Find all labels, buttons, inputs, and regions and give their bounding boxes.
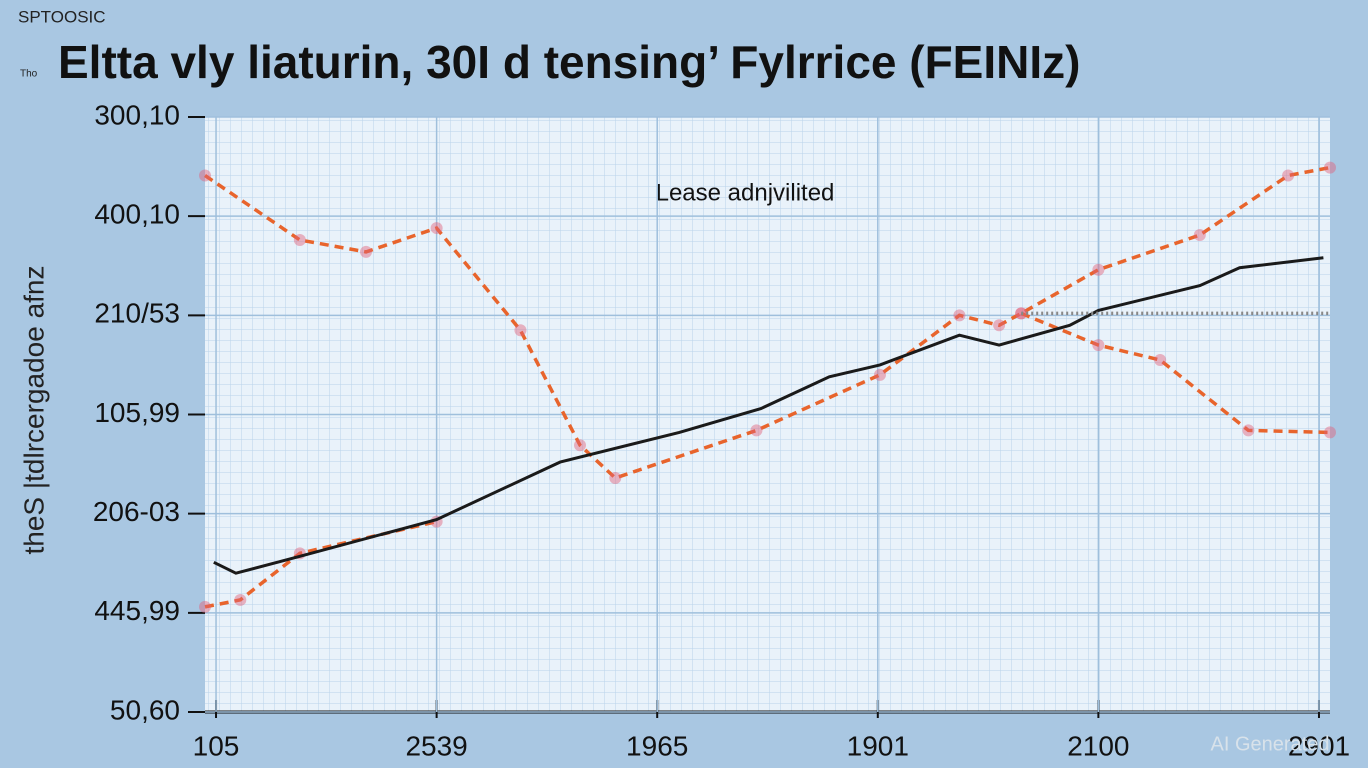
point-marker [430, 222, 443, 235]
point-marker [993, 319, 1006, 332]
point-marker [1242, 424, 1255, 437]
point-marker [609, 471, 622, 484]
point-marker [1015, 307, 1028, 320]
point-marker [1324, 161, 1336, 174]
x-tick-label: 2539 [405, 730, 467, 761]
x-tick-label: 1901 [847, 730, 909, 761]
x-tick-label: 2901 [1288, 730, 1350, 761]
watermark: AI Generated [1211, 733, 1330, 755]
point-marker [1092, 339, 1105, 352]
point-marker [514, 324, 527, 337]
chart-title: Eltta vly liaturin, 30I d tensing’ Fylrr… [58, 36, 1080, 88]
x-tick-label: 105 [193, 730, 240, 761]
corner-text: SPTOOSIC [18, 7, 106, 26]
point-marker [574, 439, 586, 452]
x-tick-label: 1965 [626, 730, 688, 761]
point-marker [234, 593, 247, 606]
y-tick-label: 105,99 [94, 397, 180, 428]
point-marker [1154, 353, 1167, 366]
x-tick-label: 2100 [1067, 730, 1129, 761]
y-tick-label: 206-03 [93, 496, 180, 527]
y-tick-label: 50,60 [110, 694, 180, 725]
annotation: Lease adnjvilited [656, 179, 835, 206]
y-axis-label: theS |tdlrcergadoe afnz [18, 265, 49, 554]
point-marker [874, 368, 886, 381]
point-marker [1092, 263, 1105, 276]
y-tick-label: 400,10 [94, 199, 180, 230]
point-marker [293, 233, 306, 246]
point-marker [750, 424, 763, 437]
series-line [204, 165, 1331, 480]
y-tick-label: 210/53 [94, 298, 180, 329]
point-marker [1282, 169, 1295, 182]
point-marker [953, 309, 966, 322]
point-marker [1193, 229, 1206, 242]
point-marker [1324, 426, 1336, 439]
point-marker [199, 600, 211, 613]
series-line [213, 256, 1324, 575]
y-tick-label: 300,10 [94, 99, 180, 130]
point-marker [360, 245, 373, 258]
small-text: Tho [20, 69, 38, 80]
point-marker [199, 169, 211, 182]
y-tick-label: 445,99 [94, 595, 180, 626]
